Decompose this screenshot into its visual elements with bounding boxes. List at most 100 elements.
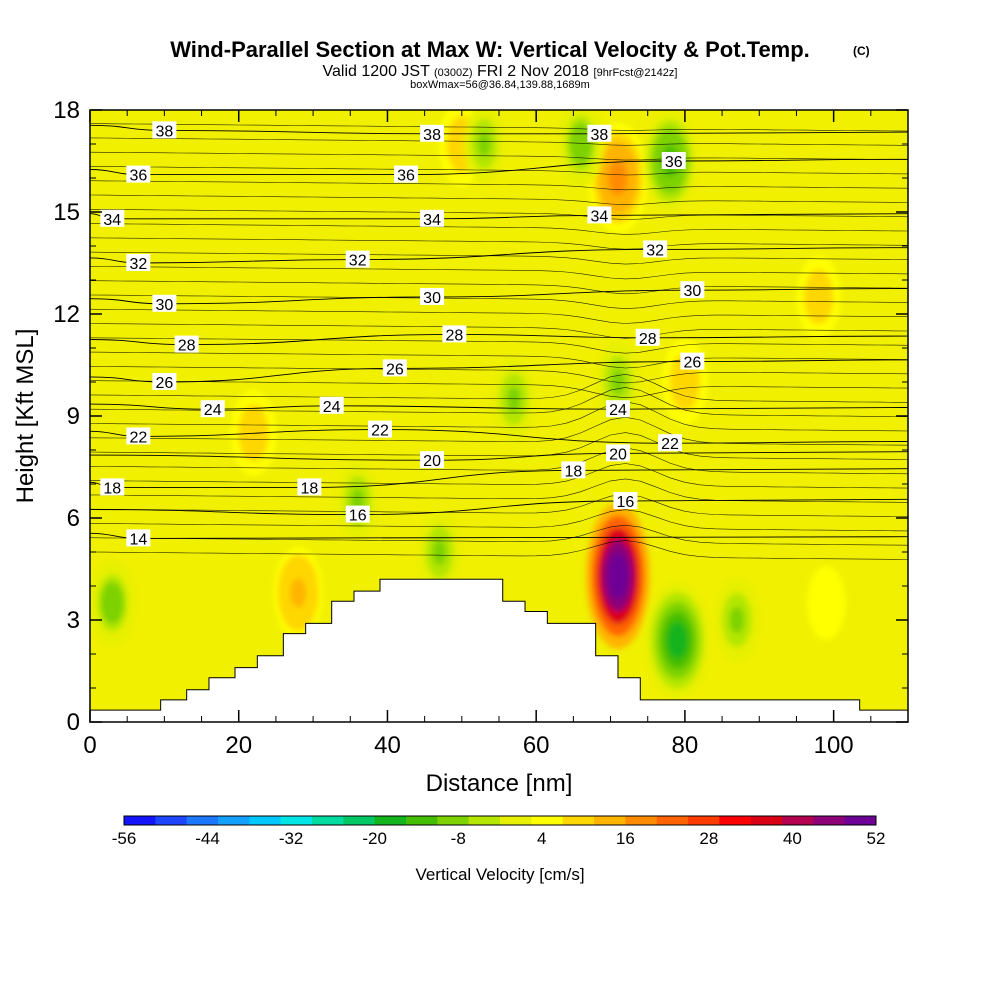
- contour-label-text: 26: [155, 375, 173, 392]
- contour-label: 22: [658, 434, 683, 453]
- colorbar-swatch: [124, 816, 156, 825]
- colorbar-swatch: [406, 816, 438, 825]
- contour-label-text: 22: [371, 423, 389, 440]
- theta-isentrope: [90, 447, 908, 475]
- theta-isentrope: [90, 366, 908, 384]
- x-tick-label: 80: [672, 732, 699, 759]
- colorbar-swatch: [155, 816, 187, 825]
- contour-label-bg: [635, 328, 660, 346]
- theta-isentrope: [90, 493, 908, 517]
- contour-label-text: 32: [129, 256, 147, 273]
- theta-isentrope: [90, 151, 908, 161]
- contour-label: 28: [442, 325, 467, 344]
- contour-label: 28: [635, 328, 660, 348]
- subtitle-forecast: [9hrFcst@2142z]: [594, 67, 678, 79]
- colorbar-swatch: [782, 816, 814, 825]
- contour-label-bg: [345, 250, 370, 268]
- contour-label: 28: [174, 335, 199, 355]
- x-tick-label: 0: [83, 732, 96, 759]
- colorbar-swatch: [500, 816, 532, 825]
- x-tick-label: 60: [523, 732, 550, 759]
- w-level: [608, 160, 628, 196]
- contour-label: 36: [661, 152, 686, 171]
- contour-label-text: 24: [204, 402, 222, 419]
- contour-label-bg: [605, 400, 630, 418]
- contour-label-text: 24: [609, 402, 627, 419]
- contour-label-bg: [297, 478, 322, 496]
- colorbar-swatch: [531, 816, 563, 825]
- w-level: [432, 539, 447, 565]
- theta-isentrope: [90, 540, 908, 560]
- contour-label: 26: [152, 373, 177, 392]
- y-tick-label: 3: [67, 607, 80, 634]
- contour-label-text: 26: [386, 361, 404, 378]
- colorbar-swatch: [562, 816, 595, 825]
- theta-isentrope: [90, 478, 908, 503]
- contour-label-bg: [680, 352, 705, 370]
- contour-label-text: 38: [155, 123, 173, 140]
- w-feature-13: [418, 512, 461, 592]
- contour-label-text: 32: [349, 253, 367, 270]
- colorbar-swatch: [594, 816, 626, 825]
- contour-label: 16: [613, 492, 638, 511]
- contour-label-bg: [100, 209, 125, 227]
- chart-subtitle: Valid 1200 JST (0300Z) FRI 2 Nov 2018 [9…: [323, 63, 678, 80]
- w-level: [819, 591, 833, 615]
- theta-contour-20: [90, 451, 908, 461]
- contour-label: 24: [605, 400, 630, 419]
- colorbar-tick-label: -56: [112, 829, 137, 848]
- y-tick-label: 18: [53, 97, 80, 124]
- colorbar-swatch: [249, 816, 281, 825]
- contour-label-text: 16: [349, 508, 367, 525]
- contour-label: 30: [420, 288, 445, 307]
- w-feature-11: [90, 560, 136, 646]
- theta-isentrope: [90, 166, 908, 176]
- theta-isentrope: [90, 180, 908, 191]
- contour-label: 34: [100, 209, 125, 229]
- theta-isentrope: [90, 194, 908, 206]
- contour-label: 30: [152, 294, 177, 314]
- theta-isentrope: [90, 137, 908, 146]
- contour-label-text: 36: [665, 154, 683, 171]
- contour-label: 38: [420, 124, 445, 144]
- contour-label: 34: [587, 206, 612, 225]
- chart-title-suffix: (C): [853, 44, 870, 58]
- colorbar-swatch: [719, 816, 751, 825]
- contour-label-bg: [394, 165, 419, 183]
- colorbar-swatch: [468, 816, 501, 825]
- contour-label-bg: [200, 400, 225, 418]
- contour-label: 32: [345, 250, 370, 270]
- theta-isentrope: [90, 237, 908, 250]
- contour-label: 32: [126, 254, 151, 273]
- w-feature-2: [273, 546, 324, 639]
- w-level: [677, 368, 693, 396]
- w-feature-14: [337, 462, 379, 540]
- contour-label: 32: [643, 240, 668, 259]
- w-level: [573, 130, 589, 158]
- theta-isentrope: [90, 251, 908, 265]
- contour-label-text: 14: [129, 531, 147, 548]
- subtitle-utc: (0300Z): [434, 67, 473, 79]
- contour-label-bg: [382, 359, 407, 377]
- contour-label-text: 28: [445, 327, 463, 344]
- contour-label-bg: [152, 294, 177, 312]
- contour-labels: 38 38 38 36 36 36 34 34 34 32 32 32 30 30 30 28 28 28 26 26…: [100, 121, 705, 548]
- contour-label: 16: [345, 505, 370, 525]
- theta-isentrope: [90, 280, 908, 295]
- contour-label-bg: [368, 420, 393, 438]
- contour-label-bg: [420, 451, 445, 469]
- x-tick-label: 40: [374, 732, 401, 759]
- contour-label-text: 28: [639, 331, 657, 348]
- contour-label-text: 22: [129, 429, 147, 446]
- contour-label-bg: [680, 281, 705, 299]
- colorbar-swatch: [343, 816, 375, 825]
- contour-label-text: 30: [155, 297, 173, 314]
- contour-label-text: 36: [397, 168, 415, 185]
- colorbar-swatch: [437, 816, 469, 825]
- contour-label: 14: [126, 529, 151, 548]
- contour-label-bg: [442, 325, 467, 343]
- theta-isentrope: [90, 223, 908, 235]
- theta-isentrope: [90, 416, 908, 446]
- contour-label-text: 36: [129, 168, 147, 185]
